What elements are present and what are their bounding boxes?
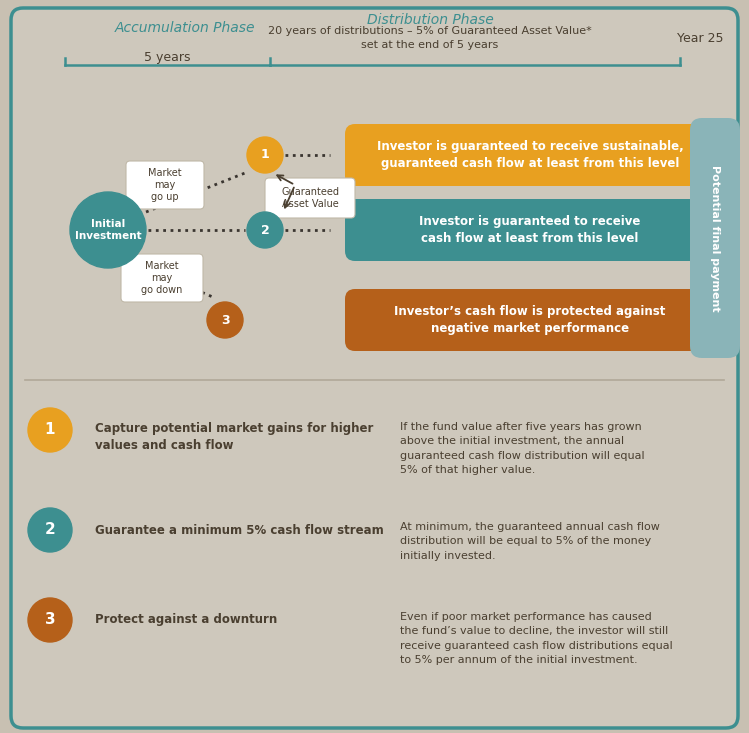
FancyBboxPatch shape xyxy=(345,199,715,261)
Text: Potential final payment: Potential final payment xyxy=(710,165,720,312)
Text: Capture potential market gains for higher
values and cash flow: Capture potential market gains for highe… xyxy=(95,422,373,452)
Text: 1: 1 xyxy=(261,149,270,161)
Text: Investor is guaranteed to receive sustainable,
guaranteed cash flow at least fro: Investor is guaranteed to receive sustai… xyxy=(377,140,683,170)
Text: Even if poor market performance has caused
the fund’s value to decline, the inve: Even if poor market performance has caus… xyxy=(400,612,673,666)
Text: 3: 3 xyxy=(221,314,229,326)
FancyBboxPatch shape xyxy=(121,254,203,302)
Circle shape xyxy=(28,508,72,552)
Circle shape xyxy=(247,137,283,173)
Text: Guarantee a minimum 5% cash flow stream: Guarantee a minimum 5% cash flow stream xyxy=(95,523,383,537)
FancyBboxPatch shape xyxy=(690,118,740,358)
Text: Accumulation Phase: Accumulation Phase xyxy=(115,21,255,35)
Text: 5 years: 5 years xyxy=(144,51,190,64)
Text: 1: 1 xyxy=(45,422,55,438)
Text: Investor is guaranteed to receive
cash flow at least from this level: Investor is guaranteed to receive cash f… xyxy=(419,215,640,245)
FancyBboxPatch shape xyxy=(345,289,715,351)
Circle shape xyxy=(28,408,72,452)
Text: Distribution Phase: Distribution Phase xyxy=(366,13,494,27)
Text: Protect against a downturn: Protect against a downturn xyxy=(95,614,277,627)
Text: Initial
Investment: Initial Investment xyxy=(75,218,142,241)
Text: If the fund value after five years has grown
above the initial investment, the a: If the fund value after five years has g… xyxy=(400,422,645,475)
Text: Market
may
go up: Market may go up xyxy=(148,168,182,202)
Text: Investor’s cash flow is protected against
negative market performance: Investor’s cash flow is protected agains… xyxy=(394,305,666,335)
Text: 2: 2 xyxy=(261,224,270,237)
Circle shape xyxy=(28,598,72,642)
FancyBboxPatch shape xyxy=(11,8,738,728)
Text: At minimum, the guaranteed annual cash flow
distribution will be equal to 5% of : At minimum, the guaranteed annual cash f… xyxy=(400,522,660,561)
FancyBboxPatch shape xyxy=(11,10,736,724)
FancyBboxPatch shape xyxy=(126,161,204,209)
Circle shape xyxy=(207,302,243,338)
Text: 2: 2 xyxy=(45,523,55,537)
Circle shape xyxy=(70,192,146,268)
Text: Guaranteed
Asset Value: Guaranteed Asset Value xyxy=(281,187,339,209)
Text: 20 years of distributions – 5% of Guaranteed Asset Value*
set at the end of 5 ye: 20 years of distributions – 5% of Guaran… xyxy=(268,26,592,50)
FancyBboxPatch shape xyxy=(265,178,355,218)
FancyBboxPatch shape xyxy=(345,124,715,186)
Text: Market
may
go down: Market may go down xyxy=(142,261,183,295)
Text: 3: 3 xyxy=(45,613,55,627)
Text: Year 25: Year 25 xyxy=(677,32,724,45)
Circle shape xyxy=(247,212,283,248)
